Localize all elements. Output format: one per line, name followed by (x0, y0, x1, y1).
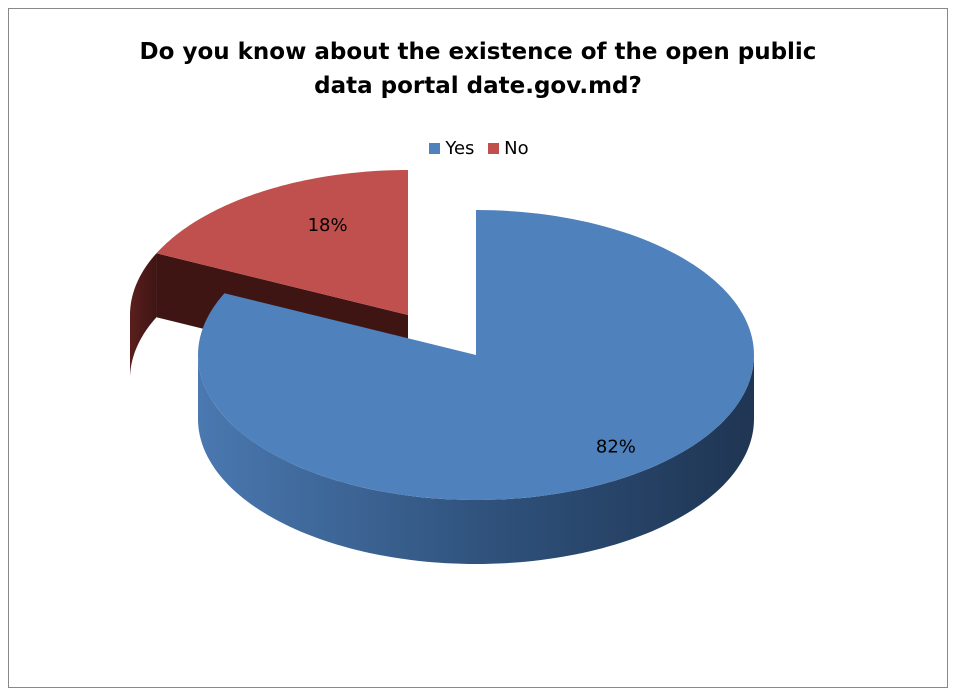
legend-entry-yes: Yes (429, 136, 474, 162)
data-label-yes: 82% (596, 436, 636, 457)
data-label-no: 18% (308, 215, 348, 236)
pie-tops (156, 170, 754, 500)
slice-yes-side (198, 355, 754, 564)
chart-title-line-2: data portal date.gov.md? (314, 73, 642, 99)
slice-yes (198, 210, 754, 500)
legend-entry-no: No (488, 136, 529, 162)
legend-swatch-yes (429, 143, 441, 154)
slice-no (156, 170, 408, 315)
chart-title-line-1: Do you know about the existence of the o… (139, 39, 817, 65)
legend-label-no: No (504, 138, 529, 159)
pie-labels: 82% 18% (308, 215, 636, 457)
legend-label-yes: Yes (445, 138, 475, 159)
slice-no-side (130, 253, 157, 379)
chart-legend: Yes No (0, 136, 958, 162)
legend-swatch-no (488, 143, 500, 154)
